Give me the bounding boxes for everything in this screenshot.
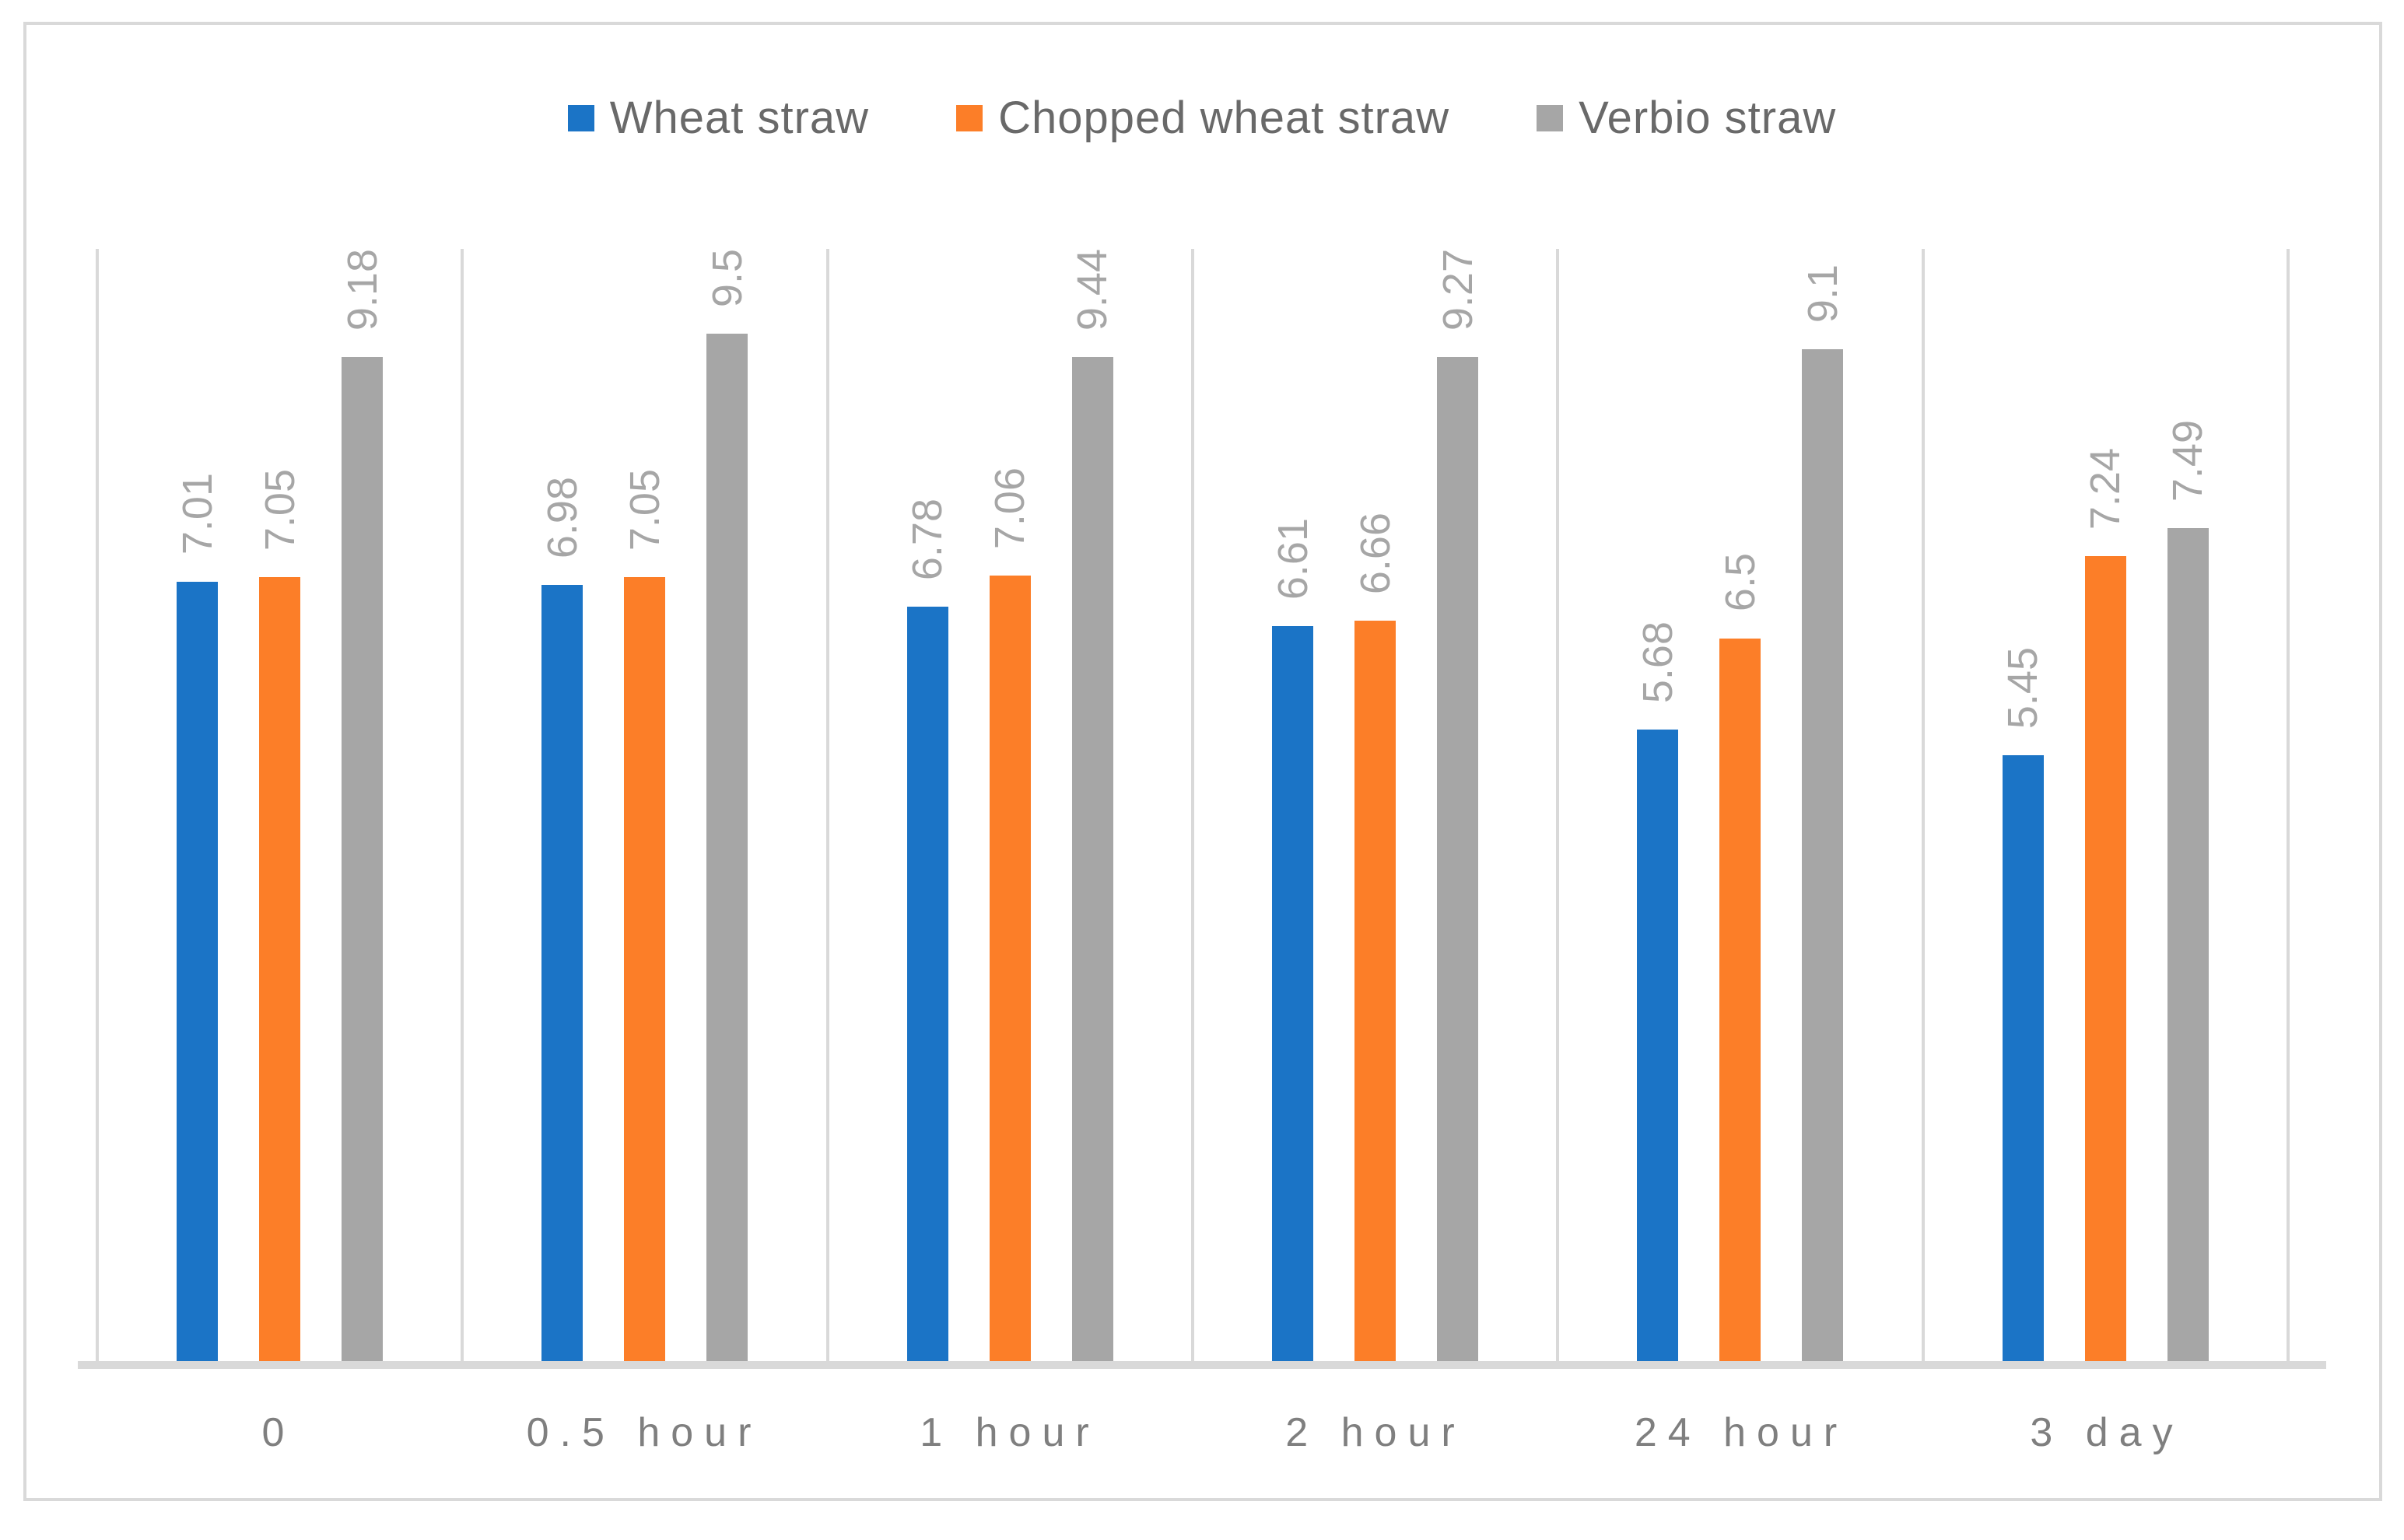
x-axis-label-3: 2 hour <box>1285 1410 1466 1455</box>
bar-cell: 6.98 <box>538 249 587 1361</box>
bar-cell: 6.5 <box>1716 249 1764 1361</box>
bar-cell: 7.05 <box>621 249 669 1361</box>
legend-label-wheat-straw: Wheat straw <box>609 93 870 143</box>
plot-area: 7.01 7.05 9.18 6.98 7.05 9.5 6.78 7.06 9.44 6.61 6… <box>96 249 2290 1361</box>
category-group-3: 6.61 6.66 9.27 <box>1190 249 1556 1361</box>
bar-wheat-straw <box>177 581 219 1361</box>
bar-value-label: 6.5 <box>1716 553 1764 612</box>
category-group-2: 6.78 7.06 9.44 <box>825 249 1191 1361</box>
bar-cell: 7.05 <box>256 249 304 1361</box>
bar-value-label: 6.98 <box>538 476 586 558</box>
bar-cell: 9.27 <box>1434 249 1482 1361</box>
legend-label-verbio-straw: Verbio straw <box>1579 93 1837 143</box>
legend-swatch-chopped-wheat-straw <box>956 104 983 131</box>
legend-item-verbio-straw: Verbio straw <box>1537 92 1836 144</box>
bar-cell: 6.78 <box>903 249 951 1361</box>
x-axis-label-5: 3 day <box>2030 1410 2184 1455</box>
x-axis-line <box>78 1361 2326 1369</box>
bar-cell: 9.1 <box>1799 249 1847 1361</box>
bar-cell: 6.61 <box>1269 249 1317 1361</box>
bar-cell: 7.06 <box>986 249 1034 1361</box>
bar-value-label: 9.5 <box>703 249 751 308</box>
bar-verbio-straw <box>706 334 748 1361</box>
bar-cell: 9.18 <box>338 249 387 1361</box>
bar-chopped-wheat-straw <box>2084 555 2126 1361</box>
category-group-4: 5.68 6.5 9.1 <box>1556 249 1921 1361</box>
x-axis-labels: 0 0.5 hour 1 hour 2 hour 24 hour 3 day <box>96 1409 2290 1456</box>
bar-value-label: 7.01 <box>173 473 221 555</box>
bar-value-label: 7.49 <box>2164 419 2212 502</box>
legend-item-wheat-straw: Wheat straw <box>567 92 870 144</box>
bar-value-label: 5.45 <box>1999 646 2047 729</box>
bar-wheat-straw <box>1272 625 1314 1361</box>
bar-wheat-straw <box>906 607 948 1361</box>
bar-verbio-straw <box>342 357 384 1361</box>
bar-cell: 5.45 <box>1999 249 2047 1361</box>
bar-cell: 9.5 <box>703 249 752 1361</box>
bar-value-label: 6.66 <box>1351 512 1399 594</box>
legend-swatch-wheat-straw <box>567 104 594 131</box>
bar-cell: 7.01 <box>173 249 222 1361</box>
bar-value-label: 5.68 <box>1634 621 1681 703</box>
bar-value-label: 9.27 <box>1434 249 1481 331</box>
legend-label-chopped-wheat-straw: Chopped wheat straw <box>998 93 1450 143</box>
x-axis-label-4: 24 hour <box>1634 1410 1849 1455</box>
bar-value-label: 9.1 <box>1799 264 1846 323</box>
chart-legend: Wheat straw Chopped wheat straw Verbio s… <box>0 92 2404 144</box>
bar-verbio-straw <box>1071 357 1113 1361</box>
bar-value-label: 7.05 <box>256 468 303 551</box>
bar-verbio-straw <box>1437 357 1479 1361</box>
bar-value-label: 7.05 <box>621 468 668 551</box>
bar-chopped-wheat-straw <box>1354 620 1396 1361</box>
bar-verbio-straw <box>1802 348 1844 1361</box>
bar-value-label: 6.78 <box>904 499 951 581</box>
bar-cell: 9.44 <box>1068 249 1116 1361</box>
category-group-0: 7.01 7.05 9.18 <box>96 249 461 1361</box>
legend-item-chopped-wheat-straw: Chopped wheat straw <box>956 92 1449 144</box>
bar-cell: 5.68 <box>1634 249 1682 1361</box>
bar-value-label: 7.06 <box>986 467 1034 550</box>
category-group-1: 6.98 7.05 9.5 <box>461 249 825 1361</box>
bar-cell: 7.49 <box>2164 249 2212 1361</box>
bar-value-label: 9.44 <box>1069 249 1116 331</box>
bar-chopped-wheat-straw <box>1719 638 1761 1361</box>
x-axis-label-0: 0 <box>261 1410 296 1455</box>
bar-value-label: 6.61 <box>1269 517 1316 600</box>
chart-frame <box>23 22 2382 1501</box>
bar-cell: 7.24 <box>2081 249 2129 1361</box>
bar-cell: 6.66 <box>1351 249 1400 1361</box>
bar-wheat-straw <box>541 584 583 1361</box>
x-axis-label-2: 1 hour <box>920 1410 1100 1455</box>
bar-verbio-straw <box>2167 527 2209 1361</box>
bar-wheat-straw <box>1637 729 1679 1361</box>
bar-wheat-straw <box>2002 754 2044 1361</box>
bar-chopped-wheat-straw <box>259 576 301 1361</box>
bar-value-label: 7.24 <box>2082 447 2129 530</box>
bar-value-label: 9.18 <box>338 249 386 331</box>
x-axis-label-1: 0.5 hour <box>526 1410 762 1455</box>
bar-chopped-wheat-straw <box>624 576 666 1361</box>
legend-swatch-verbio-straw <box>1537 104 1564 131</box>
bar-chopped-wheat-straw <box>989 576 1031 1361</box>
category-group-5: 5.45 7.24 7.49 <box>1921 249 2290 1361</box>
